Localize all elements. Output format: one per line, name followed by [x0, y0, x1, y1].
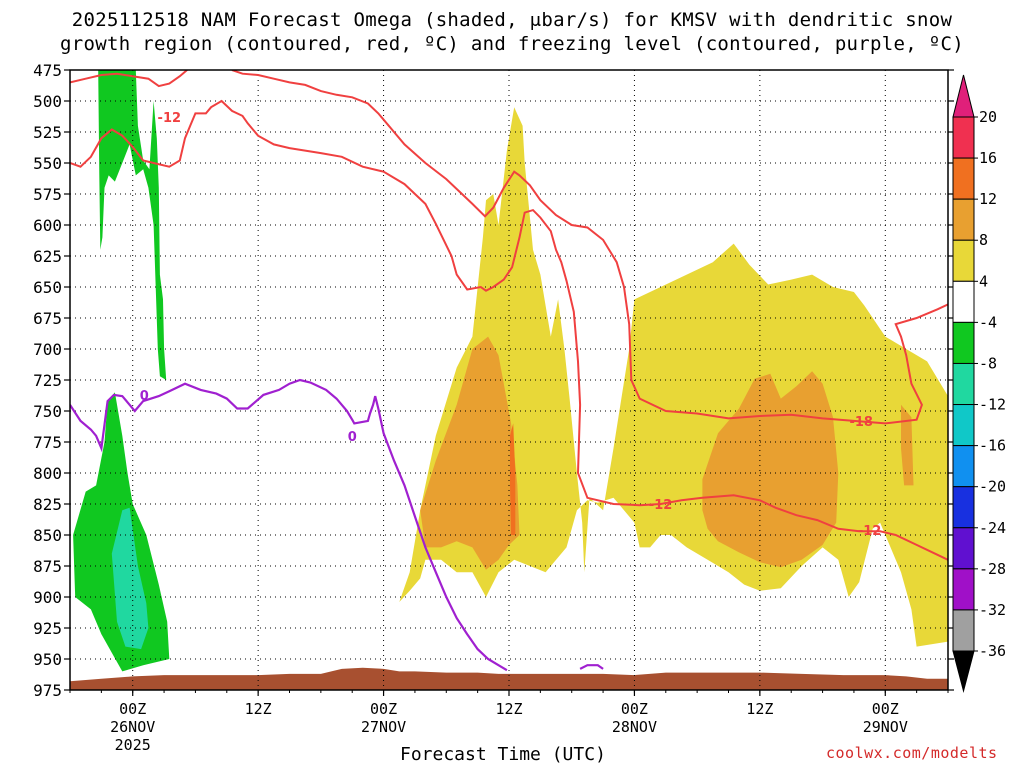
- omega-region-7: [111, 507, 149, 650]
- y-tick-label-20: 975: [33, 681, 62, 700]
- contour-label-minus18: -18: [849, 415, 873, 430]
- y-tick-label-17: 900: [33, 588, 62, 607]
- colorbar-swatch-1: [952, 157, 975, 200]
- colorbar-label-5: -4: [979, 313, 997, 331]
- x-tick-label-0: 00Z: [119, 700, 146, 718]
- chart-title-line-2: growth region (contoured, red, ºC) and f…: [60, 33, 964, 55]
- colorbar-label-9: -20: [979, 478, 1006, 496]
- y-tick-label-3: 550: [33, 154, 62, 173]
- colorbar-label-4: 4: [979, 272, 988, 290]
- chart-title-line-1: 2025112518 NAM Forecast Omega (shaded, μ…: [71, 9, 953, 31]
- terrain-layer: [70, 667, 948, 690]
- colorbar-swatch-4: [952, 280, 975, 323]
- colorbar-label-10: -24: [979, 519, 1006, 537]
- colorbar-swatch-9: [952, 486, 975, 529]
- y-tick-label-5: 600: [33, 216, 62, 235]
- freezing-label-a: 0: [140, 389, 149, 404]
- gridlines: [70, 70, 948, 690]
- x-tick-label-1: 12Z: [245, 700, 272, 718]
- colorbar-swatch-0: [952, 116, 975, 159]
- y-tick-label-2: 525: [33, 123, 62, 142]
- contour-label-minus12-a: -12: [158, 111, 182, 126]
- dgz-contour-1: [70, 70, 188, 88]
- axes: -12 -12 -12 -18 0 0 475 500 525 550 575 600 625 650 67…: [33, 61, 954, 754]
- colorbar-label-11: -28: [979, 560, 1006, 578]
- y-tick-label-13: 800: [33, 464, 62, 483]
- colorbar-swatch-10: [952, 527, 975, 570]
- freezing-level-line: [70, 378, 508, 672]
- x-tick-year-0: 2025: [115, 736, 151, 754]
- colorbar-swatch-12: [952, 609, 975, 652]
- x-tick-date-4: 28NOV: [612, 718, 657, 736]
- x-tick-label-4: 00Z: [621, 700, 648, 718]
- y-tick-label-16: 875: [33, 557, 62, 576]
- y-tick-label-18: 925: [33, 619, 62, 638]
- colorbar-label-8: -16: [979, 437, 1006, 455]
- omega-region-2: [702, 371, 839, 568]
- colorbar-swatch-5: [952, 321, 975, 364]
- colorbar-label-13: -36: [979, 642, 1006, 660]
- omega-region-3: [901, 404, 914, 486]
- y-tick-label-9: 700: [33, 340, 62, 359]
- x-tick-label-2: 00Z: [370, 700, 397, 718]
- colorbar-bottom-arrow: [952, 650, 975, 693]
- colorbar: 20 16 12 8 4 -4 -8 -12 -16 -20 -24 -28 -32 -36: [952, 74, 1006, 693]
- y-tick-label-11: 750: [33, 402, 62, 421]
- y-tick-label-14: 825: [33, 495, 62, 514]
- colorbar-label-12: -32: [979, 601, 1006, 619]
- y-tick-label-12: 775: [33, 433, 62, 452]
- colorbar-swatch-7: [952, 404, 975, 447]
- dgz-contour-0: [70, 99, 948, 561]
- colorbar-label-2: 12: [979, 190, 997, 208]
- y-tick-label-4: 575: [33, 185, 62, 204]
- x-tick-date-6: 29NOV: [863, 718, 908, 736]
- y-tick-label-8: 675: [33, 309, 62, 328]
- y-tick-label-0: 475: [33, 61, 62, 80]
- colorbar-swatch-11: [952, 568, 975, 611]
- terrain-fill: [70, 667, 948, 690]
- freezing-label-b: 0: [348, 430, 357, 445]
- y-tick-label-15: 850: [33, 526, 62, 545]
- x-tick-date-0: 26NOV: [110, 718, 155, 736]
- colorbar-label-0: 20: [979, 108, 997, 126]
- x-tick-date-2: 27NOV: [361, 718, 406, 736]
- omega-shading: [73, 70, 948, 672]
- colorbar-top-arrow: [952, 74, 975, 118]
- y-tick-label-19: 950: [33, 650, 62, 669]
- contour-label-minus12-c: -12: [858, 524, 882, 539]
- y-tick-label-6: 625: [33, 247, 62, 266]
- colorbar-label-6: -8: [979, 354, 997, 372]
- colorbar-label-1: 16: [979, 149, 997, 167]
- y-tick-label-7: 650: [33, 278, 62, 297]
- omega-region-5: [98, 70, 167, 380]
- freezing-level-line-2: [579, 664, 604, 670]
- x-tick-label-6: 00Z: [872, 700, 899, 718]
- omega-region-1: [420, 336, 520, 570]
- y-tick-label-10: 725: [33, 371, 62, 390]
- colorbar-label-7: -12: [979, 396, 1006, 414]
- x-tick-label-5: 12Z: [746, 700, 773, 718]
- colorbar-label-3: 8: [979, 231, 988, 249]
- colorbar-swatch-3: [952, 239, 975, 282]
- dgz-contour-2: [231, 70, 948, 425]
- temperature-contours: [70, 70, 948, 672]
- x-axis-label: Forecast Time (UTC): [400, 744, 606, 765]
- colorbar-swatch-2: [952, 198, 975, 241]
- colorbar-swatch-8: [952, 445, 975, 488]
- contour-label-minus12-b: -12: [649, 498, 673, 513]
- y-tick-label-1: 500: [33, 92, 62, 111]
- x-tick-label-3: 12Z: [495, 700, 522, 718]
- colorbar-swatch-6: [952, 362, 975, 406]
- omega-region-4: [510, 423, 516, 535]
- credit-text: coolwx.com/modelts: [826, 744, 998, 762]
